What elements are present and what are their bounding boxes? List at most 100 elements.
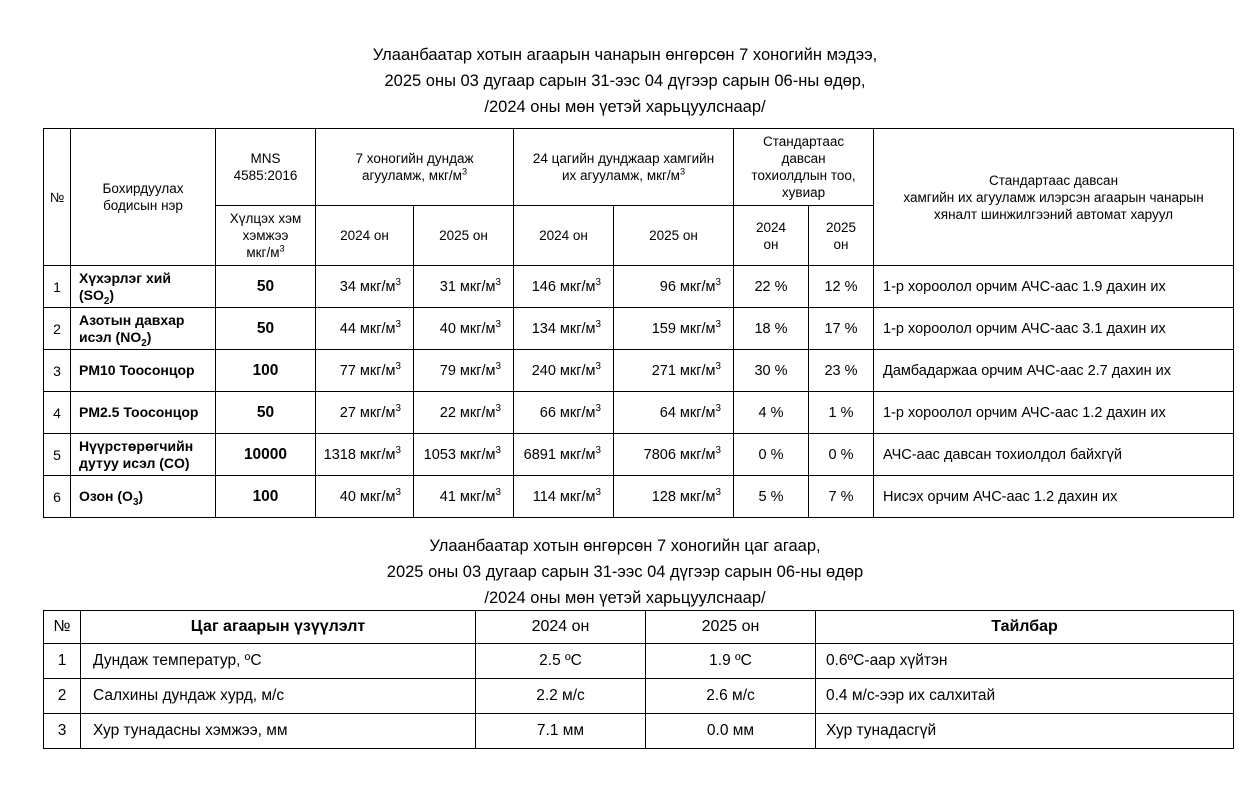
air-table-body: 1 Хүхэрлэг хий (SO2) 50 34 мкг/м3 31 мкг/м3 14… (43, 265, 1235, 518)
air-header-exceed-2024: 2024 он (733, 205, 810, 266)
air-row-avg-2024: 34 мкг/м3 (315, 265, 414, 308)
weather-row-2025: 0.0 мм (645, 713, 816, 749)
air-row-avg-2024: 77 мкг/м3 (315, 349, 414, 392)
air-row-pct-2024: 18 % (733, 307, 810, 350)
air-row-max-2024: 6891 мкг/м3 (513, 433, 615, 476)
table-row: 5 Нүүрстөрөгчийн дутуу исэл (CO) 10000 1318 … (43, 433, 1235, 476)
air-row-number: 3 (43, 349, 71, 392)
air-header-max24-2024: 2024 он (513, 205, 615, 266)
air-row-limit: 100 (215, 349, 316, 392)
weather-header-no: № (43, 610, 81, 644)
air-header-mns-sub: Хүлцэх хэм хэмжээ мкг/м3 (215, 205, 316, 266)
air-row-pct-2025: 17 % (808, 307, 875, 350)
air-row-max-2025: 271 мкг/м3 (613, 349, 735, 392)
weather-title-line-1: Улаанбаатар хотын өнгөрсөн 7 хоногийн ца… (429, 537, 821, 555)
air-row-max-2024: 146 мкг/м3 (513, 265, 615, 308)
air-row-avg-2024: 40 мкг/м3 (315, 475, 414, 518)
weather-row-number: 2 (43, 678, 81, 714)
table-row: 3 Хур тунадасны хэмжээ, мм 7.1 мм 0.0 мм Хур… (43, 713, 1234, 749)
table-row: 2 Салхины дундаж хурд, м/с 2.2 м/с 2.6 м/с 0… (43, 678, 1234, 714)
air-row-max-2024: 134 мкг/м3 (513, 307, 615, 350)
weather-row-indicator: Дундаж температур, ºС (80, 643, 476, 679)
air-row-avg-2025: 22 мкг/м3 (412, 391, 515, 434)
weather-row-indicator: Хур тунадасны хэмжээ, мм (80, 713, 476, 749)
air-header-avg7-2024: 2024 он (315, 205, 414, 266)
weather-header-2025: 2025 он (645, 610, 816, 644)
air-row-substance: Азотын давхар исэл (NO2) (70, 307, 216, 350)
air-header-max24: 24 цагийн дунджаар хамгийн их агууламж, м… (513, 128, 735, 206)
table-row: 2 Азотын давхар исэл (NO2) 50 44 мкг/м3 40 мк… (43, 307, 1235, 350)
weather-row-note: Хур тунадасгүй (815, 713, 1234, 749)
air-row-avg-2025: 1053 мкг/м3 (412, 433, 515, 476)
air-row-station: 1-р хороолол орчим АЧС-аас 3.1 дахин их (873, 307, 1235, 350)
air-header-max24-label: 24 цагийн дунджаар хамгийн их агууламж, м… (532, 151, 715, 183)
weather-row-indicator: Салхины дундаж хурд, м/с (80, 678, 476, 714)
weather-table: № Цаг агаарын үзүүлэлт 2024 он 2025 он Т… (43, 610, 1234, 749)
air-header-substance: Бохирдуулах бодисын нэр (70, 128, 216, 266)
air-row-station: Дамбадаржаа орчим АЧС-аас 2.7 дахин их (873, 349, 1235, 392)
air-report-title: Улаанбаатар хотын агаарын чанарын өнгөрс… (0, 42, 1250, 120)
weather-header-row: № Цаг агаарын үзүүлэлт 2024 он 2025 он Т… (43, 610, 1234, 644)
air-header-mns-sub-label: Хүлцэх хэм хэмжээ мкг/м3 (229, 211, 302, 260)
weather-row-note: 0.6ºС-аар хүйтэн (815, 643, 1234, 679)
air-quality-table: № Бохирдуулах бодисын нэр MNS 4585:2016 7 … (43, 128, 1235, 518)
table-row: 1 Хүхэрлэг хий (SO2) 50 34 мкг/м3 31 мкг/м3 14… (43, 265, 1235, 308)
air-row-max-2024: 114 мкг/м3 (513, 475, 615, 518)
air-row-avg-2025: 31 мкг/м3 (412, 265, 515, 308)
air-row-number: 2 (43, 307, 71, 350)
air-row-limit: 50 (215, 265, 316, 308)
air-row-pct-2024: 0 % (733, 433, 810, 476)
weather-row-number: 1 (43, 643, 81, 679)
air-header-station-label: Стандартаас давсан хамгийн их агууламж ил… (903, 172, 1204, 222)
air-row-pct-2025: 23 % (808, 349, 875, 392)
air-row-station: 1-р хороолол орчим АЧС-аас 1.2 дахин их (873, 391, 1235, 434)
air-row-station: АЧС-аас давсан тохиолдол байхгүй (873, 433, 1235, 476)
air-header-avg7: 7 хоногийн дундаж агууламж, мкг/м3 (314, 128, 515, 206)
weather-row-2025: 2.6 м/с (645, 678, 816, 714)
air-row-limit: 50 (215, 391, 316, 434)
air-row-station: 1-р хороолол орчим АЧС-аас 1.9 дахин их (873, 265, 1235, 308)
table-row: 1 Дундаж температур, ºС 2.5 ºС 1.9 ºС 0.6ºС-… (43, 643, 1234, 679)
air-row-avg-2024: 44 мкг/м3 (315, 307, 414, 350)
air-row-pct-2025: 7 % (808, 475, 875, 518)
air-row-max-2025: 128 мкг/м3 (613, 475, 735, 518)
air-row-avg-2025: 79 мкг/м3 (412, 349, 515, 392)
air-row-avg-2025: 40 мкг/м3 (412, 307, 515, 350)
weather-row-note: 0.4 м/с-ээр их салхитай (815, 678, 1234, 714)
air-row-substance: Хүхэрлэг хий (SO2) (70, 265, 216, 308)
air-row-avg-2024: 1318 мкг/м3 (315, 433, 414, 476)
air-header-station: Стандартаас давсан хамгийн их агууламж ил… (873, 128, 1235, 266)
air-row-max-2024: 66 мкг/м3 (513, 391, 615, 434)
weather-table-body: 1 Дундаж температур, ºС 2.5 ºС 1.9 ºС 0.6ºС-… (43, 643, 1234, 749)
air-title-line-2: 2025 оны 03 дугаар сарын 31-ээс 04 дүгээ… (384, 72, 866, 90)
air-row-avg-2024: 27 мкг/м3 (315, 391, 414, 434)
air-row-station: Нисэх орчим АЧС-аас 1.2 дахин их (873, 475, 1235, 518)
air-row-substance: PM10 Тоосонцор (70, 349, 216, 392)
weather-header-note: Тайлбар (815, 610, 1234, 644)
weather-header-indicator: Цаг агаарын үзүүлэлт (80, 610, 476, 644)
table-row: 4 PM2.5 Тоосонцор 50 27 мкг/м3 22 мкг/м3 66 м… (43, 391, 1235, 434)
air-row-number: 4 (43, 391, 71, 434)
air-row-limit: 10000 (215, 433, 316, 476)
air-row-pct-2024: 4 % (733, 391, 810, 434)
air-row-max-2025: 96 мкг/м3 (613, 265, 735, 308)
air-header-avg7-2025: 2025 он (412, 205, 515, 266)
weather-row-2024: 2.5 ºС (475, 643, 646, 679)
air-row-avg-2025: 41 мкг/м3 (412, 475, 515, 518)
table-row: 3 PM10 Тоосонцор 100 77 мкг/м3 79 мкг/м3 240 … (43, 349, 1235, 392)
air-row-number: 6 (43, 475, 71, 518)
air-row-max-2025: 159 мкг/м3 (613, 307, 735, 350)
air-header-max24-2025: 2025 он (613, 205, 735, 266)
weather-row-2025: 1.9 ºС (645, 643, 816, 679)
air-header-avg7-label: 7 хоногийн дундаж агууламж, мкг/м3 (355, 151, 474, 183)
air-row-substance: Нүүрстөрөгчийн дутуу исэл (CO) (70, 433, 216, 476)
air-row-substance: Озон (O3) (70, 475, 216, 518)
air-header-row-2: Хүлцэх хэм хэмжээ мкг/м3 2024 он 2025 он 2… (44, 205, 1234, 266)
weather-report-title: Улаанбаатар хотын өнгөрсөн 7 хоногийн ца… (0, 533, 1250, 611)
air-row-substance: PM2.5 Тоосонцор (70, 391, 216, 434)
air-row-max-2024: 240 мкг/м3 (513, 349, 615, 392)
air-title-line-1: Улаанбаатар хотын агаарын чанарын өнгөрс… (372, 46, 878, 64)
air-header-mns-std-label: MNS 4585:2016 (233, 151, 298, 183)
weather-title-line-3: /2024 оны мөн үетэй харьцуулснаар/ (484, 589, 766, 607)
